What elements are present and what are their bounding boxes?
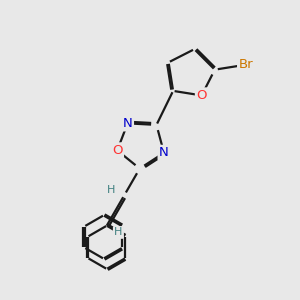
Text: H: H [114, 227, 123, 238]
Text: N: N [123, 117, 133, 130]
Text: O: O [112, 144, 122, 157]
Text: Br: Br [238, 58, 253, 71]
Text: O: O [196, 89, 207, 102]
Text: N: N [159, 146, 169, 159]
Text: H: H [107, 185, 116, 195]
